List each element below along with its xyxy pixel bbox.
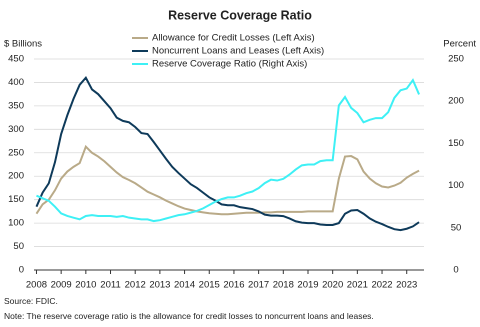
x-tick-label: 2020: [322, 280, 343, 291]
x-tick-label: 2021: [347, 280, 368, 291]
y2-tick-label: 100: [448, 180, 464, 191]
y-tick-label: 0: [19, 265, 24, 276]
x-tick-label: 2022: [371, 280, 392, 291]
x-tick-label: 2012: [125, 280, 146, 291]
x-tick-label: 2010: [75, 280, 96, 291]
legend-label: Reserve Coverage Ratio (Right Axis): [152, 59, 307, 70]
y2-tick-label: 150: [448, 138, 464, 149]
x-tick-label: 2017: [248, 280, 269, 291]
y2-axis-label: Percent: [443, 39, 476, 50]
y-tick-label: 200: [8, 171, 24, 182]
y-tick-label: 100: [8, 218, 24, 229]
x-tick-label: 2016: [223, 280, 244, 291]
chart: Reserve Coverage Ratio $ Billions Percen…: [4, 8, 476, 291]
legend-label: Noncurrent Loans and Leases (Left Axis): [152, 46, 324, 57]
y-axis-label: $ Billions: [4, 39, 42, 50]
y-tick-label: 250: [8, 147, 24, 158]
y2-tick-label: 50: [451, 222, 462, 233]
source: Source: FDIC.: [4, 296, 58, 306]
x-tick-label: 2019: [297, 280, 318, 291]
x-tick-label: 2018: [273, 280, 294, 291]
y-tick-label: 400: [8, 77, 24, 88]
y-tick-label: 300: [8, 124, 24, 135]
y-tick-label: 450: [8, 54, 24, 65]
x-tick-label: 2008: [26, 280, 47, 291]
x-tick-label: 2023: [396, 280, 417, 291]
y2-tick-label: 0: [453, 265, 458, 276]
chart-title: Reserve Coverage Ratio: [168, 8, 312, 22]
y2-tick-label: 200: [448, 96, 464, 107]
x-tick-label: 2011: [100, 280, 120, 291]
legend-label: Allowance for Credit Losses (Left Axis): [152, 33, 315, 44]
y-tick-label: 150: [8, 194, 24, 205]
series-line: [35, 76, 420, 232]
y-tick-label: 50: [13, 241, 24, 252]
x-tick-label: 2014: [174, 280, 195, 291]
y-tick-label: 350: [8, 100, 24, 111]
x-tick-label: 2015: [199, 280, 220, 291]
series-line: [35, 144, 420, 216]
series-line: [36, 78, 420, 223]
x-tick-label: 2013: [149, 280, 170, 291]
y2-tick-label: 250: [448, 54, 464, 65]
x-tick-label: 2009: [51, 280, 72, 291]
note: Note: The reserve coverage ratio is the …: [4, 311, 374, 321]
